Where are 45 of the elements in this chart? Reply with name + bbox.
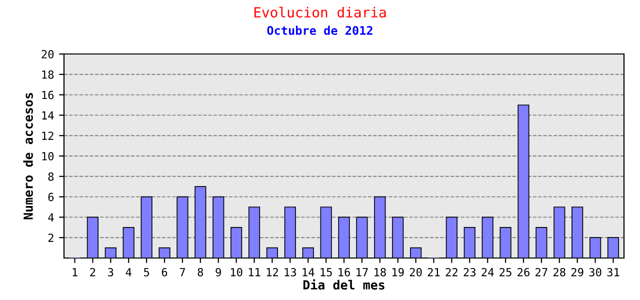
y-tick-label: 2 xyxy=(48,234,54,242)
x-axis-title: Dia del mes xyxy=(303,279,384,290)
x-tick-label: 8 xyxy=(198,268,204,276)
x-tick-label: 28 xyxy=(554,268,566,276)
x-tick-label: 14 xyxy=(302,268,314,276)
x-tick-label: 31 xyxy=(607,268,620,276)
x-tick-label: 13 xyxy=(284,268,296,276)
x-tick-label: 27 xyxy=(536,268,548,276)
y-tick-label: 14 xyxy=(42,111,54,120)
x-tick-label: 12 xyxy=(266,268,278,276)
x-tick-label: 19 xyxy=(392,268,404,276)
x-tick-label: 6 xyxy=(162,268,168,276)
y-tick-label: 16 xyxy=(42,90,54,100)
y-axis-title: Numero de accesos xyxy=(23,93,33,220)
x-tick-label: 18 xyxy=(374,268,386,276)
x-tick-label: 16 xyxy=(338,268,350,276)
x-tick-label: 4 xyxy=(126,268,132,276)
chart-subtitle: Octubre de 2012 xyxy=(267,26,372,35)
x-tick-label: 1 xyxy=(72,268,78,276)
y-tick-label: 6 xyxy=(48,192,54,202)
y-tick-label: 18 xyxy=(42,70,54,79)
x-tick-label: 5 xyxy=(144,268,150,276)
chart-title: Evolucion diaria xyxy=(254,6,386,18)
x-tick-label: 20 xyxy=(410,268,422,276)
y-tick-label: 8 xyxy=(48,172,54,181)
y-tick-label: 4 xyxy=(48,213,54,222)
x-tick-label: 25 xyxy=(500,268,512,276)
x-tick-label: 26 xyxy=(518,268,530,276)
x-tick-label: 17 xyxy=(356,268,368,276)
x-tick-label: 22 xyxy=(446,268,458,276)
y-tick-label: 12 xyxy=(42,132,54,140)
x-tick-label: 2 xyxy=(90,268,96,276)
x-tick-label: 11 xyxy=(248,268,260,276)
y-tick-label: 20 xyxy=(42,50,54,58)
x-tick-label: 21 xyxy=(428,268,440,276)
x-tick-label: 9 xyxy=(216,268,221,276)
x-tick-label: 3 xyxy=(108,268,114,276)
x-tick-label: 7 xyxy=(180,268,185,276)
x-tick-label: 15 xyxy=(320,268,332,276)
y-tick-label: 10 xyxy=(42,152,54,160)
x-tick-label: 30 xyxy=(589,268,602,276)
x-tick-label: 24 xyxy=(482,268,494,276)
x-tick-label: 29 xyxy=(571,268,584,276)
x-tick-label: 10 xyxy=(230,268,242,276)
x-tick-label: 23 xyxy=(464,268,476,276)
